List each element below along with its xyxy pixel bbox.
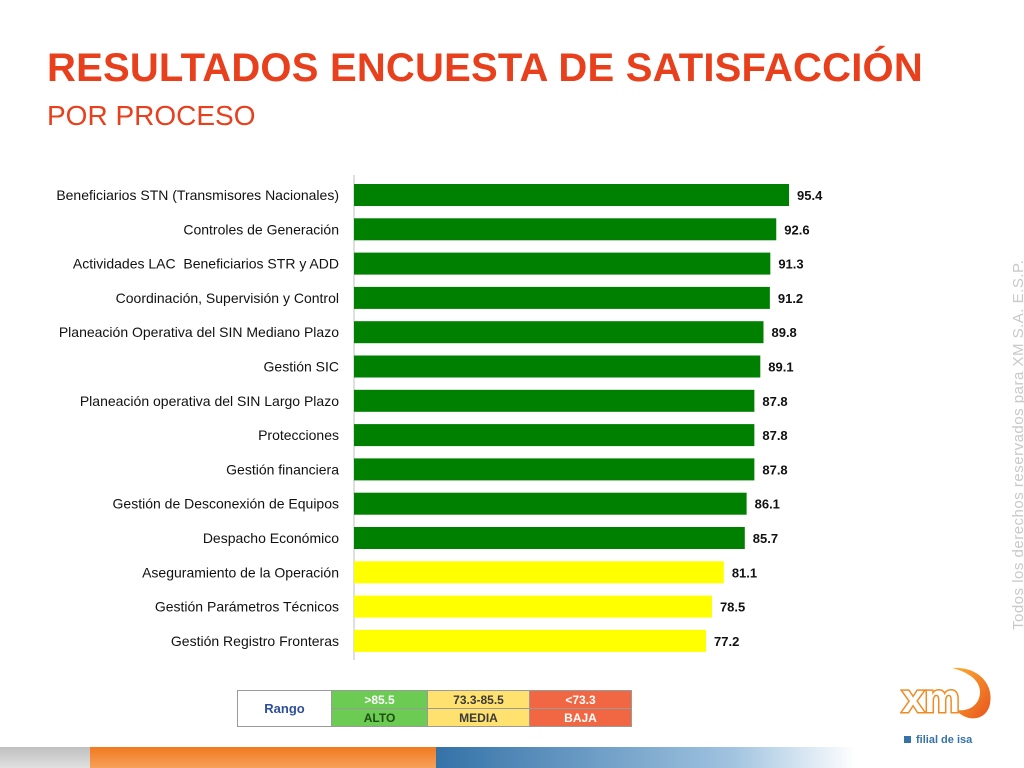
category-label: Despacho Económico: [203, 530, 339, 546]
category-label: Protecciones: [258, 427, 339, 443]
bar: [354, 389, 755, 412]
bar: [354, 527, 745, 549]
footer-bar-orange: [90, 747, 436, 768]
category-label: Planeación Operativa del SIN Mediano Pla…: [59, 324, 339, 340]
legend-media-range: 73.3-85.5: [427, 690, 530, 709]
category-label: Gestión de Desconexión de Equipos: [113, 496, 339, 512]
value-label: 77.2: [714, 634, 739, 649]
value-label: 87.8: [762, 428, 787, 443]
bar: [354, 561, 724, 584]
value-label: 81.1: [732, 565, 757, 580]
category-label: Gestión SIC: [264, 359, 339, 375]
footer-bar-blue: [436, 747, 856, 768]
category-label: Actividades LAC Beneficiarios STR y ADD: [73, 256, 339, 272]
legend-baja-name: BAJA: [529, 708, 632, 727]
range-legend: Rango >85.5 73.3-85.5 <73.3 ALTO MEDIA B…: [237, 690, 632, 727]
bar: [354, 252, 771, 275]
logo-wordmark: xm: [902, 677, 960, 721]
footer-bar-gray: [0, 747, 90, 768]
category-labels-group: Beneficiarios STN (Transmisores Nacional…: [56, 187, 339, 649]
bars-group: [354, 184, 790, 652]
value-label: 78.5: [720, 600, 745, 615]
bar: [354, 595, 712, 618]
bar: [354, 424, 755, 447]
value-label: 91.3: [778, 257, 803, 272]
value-label: 89.8: [771, 325, 796, 340]
bar: [354, 218, 777, 241]
xm-logo: xm filial de isa: [901, 667, 991, 746]
bar: [354, 321, 764, 344]
legend-media-name: MEDIA: [427, 708, 530, 727]
bar: [354, 184, 790, 206]
footer-bar: [0, 747, 1024, 768]
category-label: Beneficiarios STN (Transmisores Nacional…: [56, 187, 339, 203]
logo-square-icon: [904, 736, 911, 743]
value-label: 91.2: [778, 291, 803, 306]
category-label: Coordinación, Supervisión y Control: [116, 290, 339, 306]
page-subtitle: POR PROCESO: [47, 100, 256, 131]
copyright-note: Todos los derechos reservados para XM S.…: [1010, 259, 1024, 630]
page-title: RESULTADOS ENCUESTA DE SATISFACCIÓN: [47, 46, 923, 90]
value-label: 87.8: [762, 462, 787, 477]
category-label: Controles de Generación: [183, 221, 339, 237]
category-label: Aseguramiento de la Operación: [142, 564, 339, 580]
bar-chart: Beneficiarios STN (Transmisores Nacional…: [56, 175, 823, 660]
category-label: Gestión Registro Fronteras: [171, 633, 339, 649]
bar: [354, 629, 707, 652]
value-labels-group: 95.4 92.6 91.3 91.2 89.8 89.1 87.8 87.8 87.8 86.1…: [714, 188, 823, 649]
legend-alto-name: ALTO: [331, 708, 428, 727]
bar: [354, 492, 747, 515]
value-label: 89.1: [768, 360, 793, 375]
legend-title: Rango: [237, 690, 332, 727]
bar: [354, 286, 770, 309]
value-label: 86.1: [755, 497, 780, 512]
value-label: 95.4: [797, 188, 823, 203]
category-label: Gestión financiera: [226, 461, 339, 477]
value-label: 92.6: [784, 222, 809, 237]
category-label: Planeación operativa del SIN Largo Plazo: [80, 393, 339, 409]
value-label: 85.7: [753, 531, 778, 546]
legend-baja-range: <73.3: [529, 690, 632, 709]
category-label: Gestión Parámetros Técnicos: [155, 599, 339, 615]
logo-arc-shape: [952, 667, 991, 719]
bar: [354, 355, 761, 378]
legend-alto-range: >85.5: [331, 690, 428, 709]
logo-tagline: filial de isa: [916, 734, 973, 746]
bar: [354, 458, 755, 481]
value-label: 87.8: [762, 394, 787, 409]
